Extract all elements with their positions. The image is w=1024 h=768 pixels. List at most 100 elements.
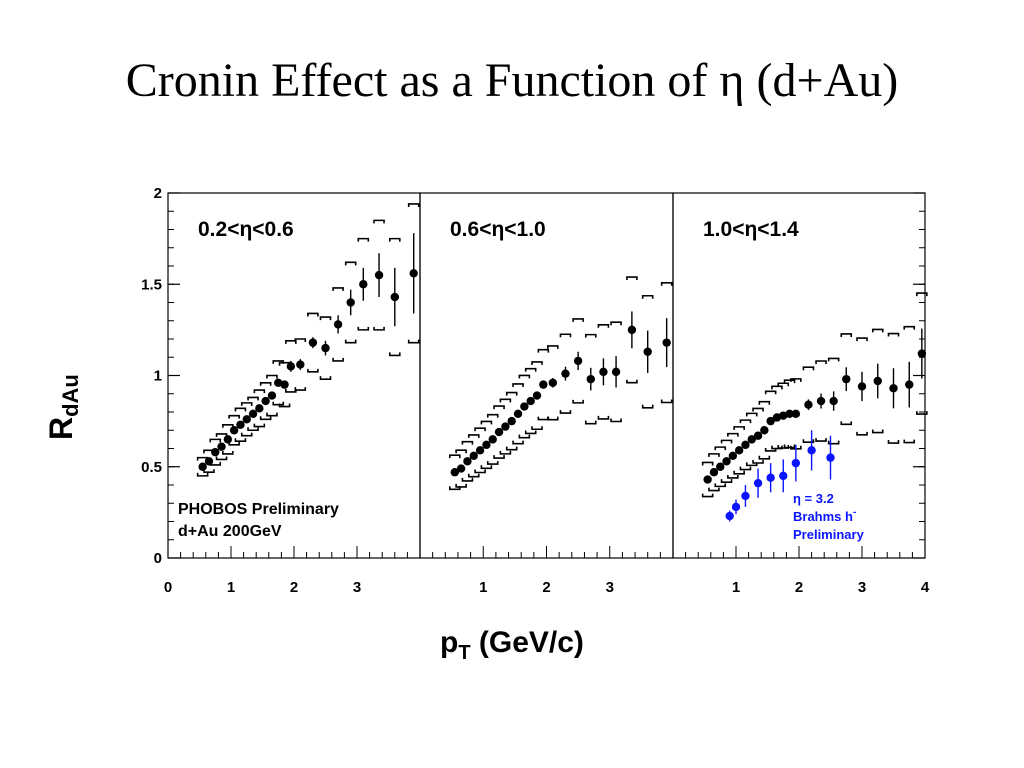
- sys-bracket-upper: [474, 427, 486, 432]
- sys-bracket-upper: [660, 281, 673, 286]
- sys-bracket-upper: [783, 379, 796, 384]
- sys-bracket-upper: [234, 407, 247, 412]
- data-point: [390, 292, 399, 302]
- y-tick-label: 0.5: [141, 459, 162, 476]
- data-point: [804, 400, 813, 409]
- data-point: [785, 409, 794, 419]
- data-point: [917, 349, 927, 358]
- sys-bracket-upper: [389, 237, 401, 242]
- sys-bracket-upper: [493, 405, 505, 410]
- data-point: [760, 426, 769, 435]
- sys-bracket-upper: [745, 412, 758, 417]
- sys-bracket-lower: [294, 387, 307, 391]
- sys-bracket-lower: [547, 416, 559, 421]
- data-point: [772, 413, 782, 422]
- sys-bracket-lower: [840, 421, 853, 426]
- brahms-label-line2: Brahms h-: [793, 507, 856, 524]
- sys-bracket-upper: [499, 398, 512, 403]
- x-tick-label: 3: [606, 579, 614, 596]
- brahms-point: [741, 491, 750, 501]
- sys-bracket-upper: [461, 440, 474, 445]
- sys-bracket-upper: [701, 461, 714, 466]
- data-point: [488, 435, 497, 444]
- sys-bracket-lower: [319, 376, 332, 380]
- sys-bracket-lower: [407, 339, 420, 344]
- panel-label: 0.6<η<1.0: [450, 218, 546, 241]
- data-point: [223, 435, 233, 444]
- sys-bracket-lower: [474, 469, 486, 474]
- sys-bracket-upper: [266, 374, 278, 379]
- sys-bracket-lower: [758, 455, 771, 460]
- sys-bracket-lower: [266, 412, 278, 417]
- data-point: [409, 269, 418, 278]
- sys-bracket-lower: [278, 403, 291, 408]
- sys-bracket-lower: [572, 399, 584, 404]
- sys-bracket-lower: [856, 431, 868, 436]
- sys-bracket-upper: [344, 261, 357, 266]
- sys-bracket-lower: [708, 487, 720, 492]
- sys-bracket-upper: [739, 419, 752, 424]
- data-point: [857, 382, 867, 391]
- data-point: [643, 347, 652, 356]
- sys-bracket-lower: [739, 466, 752, 471]
- sys-bracket-upper: [448, 454, 461, 459]
- sys-bracket-lower: [493, 455, 505, 459]
- data-point: [280, 380, 289, 389]
- sys-bracket-upper: [572, 318, 584, 322]
- sys-bracket-upper: [512, 383, 524, 387]
- sys-bracket-upper: [285, 340, 297, 344]
- sys-bracket-upper: [319, 316, 332, 321]
- sys-bracket-upper: [708, 453, 720, 457]
- sys-bracket-lower: [215, 456, 228, 461]
- sys-bracket-upper: [332, 287, 344, 291]
- sys-bracket-lower: [714, 483, 727, 488]
- sys-bracket-upper: [209, 438, 222, 443]
- sys-bracket-lower: [745, 462, 758, 467]
- sys-bracket-lower: [537, 416, 550, 421]
- brahms-label-line2-text: Brahms h: [793, 509, 853, 524]
- sys-bracket-upper: [467, 434, 480, 438]
- sys-bracket-upper: [887, 332, 900, 337]
- panel-frame: [419, 192, 674, 559]
- sys-bracket-lower: [455, 483, 467, 488]
- collab-label-line2: d+Au 200GeV: [178, 523, 282, 540]
- sys-bracket-lower: [480, 465, 493, 470]
- panel-labels: 0.2<η<0.6 0.6<η<1.0 1.0<η<1.4: [198, 218, 799, 241]
- sys-bracket-lower: [777, 445, 790, 449]
- sys-bracket-upper: [752, 407, 764, 412]
- data-point: [513, 409, 523, 419]
- sys-bracket-lower: [373, 326, 385, 331]
- data-point: [242, 415, 251, 424]
- brahms-label-line2-sup: -: [853, 507, 856, 518]
- sys-bracket-upper: [856, 337, 868, 342]
- x-tick-label: 4: [921, 579, 930, 596]
- sys-bracket-lower: [486, 461, 499, 465]
- sys-bracket-upper: [373, 219, 385, 224]
- x-tick-label: 3: [858, 579, 866, 596]
- brahms-point: [753, 478, 763, 488]
- data-point: [905, 380, 914, 389]
- sys-bracket-lower: [827, 440, 840, 445]
- data-marks: [196, 203, 928, 522]
- data-point: [321, 343, 330, 353]
- y-tick-label: 1: [154, 368, 162, 385]
- data-point: [709, 468, 719, 477]
- sys-bracket-upper: [228, 414, 240, 419]
- sys-bracket-upper: [559, 333, 572, 338]
- sys-bracket-lower: [871, 429, 884, 434]
- sys-bracket-lower: [234, 438, 247, 442]
- data-point: [662, 338, 671, 347]
- data-point: [526, 396, 535, 406]
- data-point: [211, 447, 220, 457]
- data-point: [236, 420, 245, 429]
- sys-bracket-upper: [480, 420, 493, 425]
- sys-bracket-upper: [357, 237, 370, 242]
- sys-bracket-upper: [714, 446, 727, 451]
- sys-bracket-lower: [307, 368, 319, 373]
- data-point: [494, 427, 504, 437]
- sys-bracket-upper: [626, 276, 638, 281]
- data-point: [816, 396, 826, 406]
- data-point: [611, 367, 621, 377]
- data-point: [229, 426, 239, 435]
